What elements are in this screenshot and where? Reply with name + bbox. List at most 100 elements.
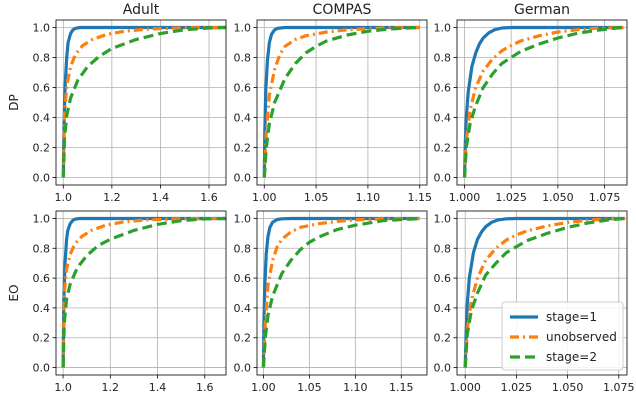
subplot-4: 1.0 1.2 1.4 1.6 0.0 0.2 0.4 0.6 0.8 1.0 EO: [7, 210, 227, 394]
y-tick-label: 0.8: [33, 242, 51, 255]
subplot-1: 1.0 1.2 1.4 1.6 0.0 0.2 0.4 0.6 0.8 1.0 Adult DP: [7, 2, 227, 204]
subplot-title: COMPAS: [313, 2, 372, 18]
series-line-unobs: [262, 25, 420, 178]
series-line-s2: [262, 25, 420, 178]
series-line-unobs: [462, 25, 624, 178]
x-tick-label: 1.050: [552, 381, 584, 394]
series-line-s1: [462, 25, 624, 178]
series-line-s2: [261, 216, 420, 368]
y-tick-label: 1.0: [434, 212, 452, 225]
y-tick-label: 0.0: [33, 362, 51, 375]
axes-frame: [55, 19, 227, 186]
series-line-s2: [463, 216, 626, 368]
subplot-2: 1.00 1.05 1.10 1.15 0.0 0.2 0.4 0.6 0.8 1.0 COMPAS: [234, 2, 432, 204]
y-tick-label: 0.8: [434, 242, 452, 255]
y-tick-label: 0.8: [33, 52, 51, 65]
x-tick-label: 1.00: [252, 191, 277, 204]
axes-frame: [256, 19, 428, 186]
y-tick-label: 0.4: [33, 112, 51, 125]
y-tick-label: 0.6: [234, 272, 252, 285]
y-tick-label: 0.6: [234, 82, 252, 95]
subplot-title: Adult: [123, 2, 160, 18]
series-line-s1: [262, 25, 420, 178]
series-line-unobs: [61, 25, 226, 178]
series-line-s2: [61, 216, 226, 368]
y-tick-label: 0.2: [434, 142, 452, 155]
x-tick-label: 1.000: [449, 381, 481, 394]
series-line-unobs: [261, 216, 420, 368]
x-tick-label: 1.4: [152, 191, 170, 204]
legend: stage=1 unobserved stage=2: [501, 301, 624, 371]
x-tick-label: 1.10: [356, 191, 381, 204]
y-tick-label: 0.0: [234, 172, 252, 185]
y-tick-label: 0.6: [33, 272, 51, 285]
subplot-6: 1.000 1.025 1.050 1.075 0.0 0.2 0.4 0.6 0.8 1.0 st…: [434, 210, 635, 394]
axes-frame: [456, 19, 628, 186]
y-tick-label: 0.8: [234, 52, 252, 65]
series-line-unobs: [463, 216, 626, 368]
series-line-unobs: [61, 216, 226, 368]
series-line-s1: [463, 216, 625, 368]
x-tick-label: 1.05: [297, 381, 322, 394]
y-tick-label: 0.4: [234, 302, 252, 315]
y-tick-label: 0.0: [33, 172, 51, 185]
x-tick-label: 1.025: [495, 191, 527, 204]
x-tick-label: 1.6: [196, 381, 214, 394]
y-tick-label: 0.2: [234, 332, 252, 345]
x-tick-label: 1.025: [501, 381, 533, 394]
x-tick-label: 1.05: [304, 191, 329, 204]
x-tick-label: 1.15: [407, 191, 432, 204]
x-tick-label: 1.0: [54, 381, 72, 394]
series-line-s1: [61, 25, 226, 178]
y-tick-label: 0.2: [33, 332, 51, 345]
y-tick-label: 0.2: [33, 142, 51, 155]
y-axis-label: DP: [7, 94, 21, 110]
x-tick-label: 1.0: [55, 191, 73, 204]
x-tick-label: 1.2: [103, 191, 121, 204]
subplot-3: 1.000 1.025 1.050 1.075 0.0 0.2 0.4 0.6 0.8 1.0 Ge…: [434, 2, 628, 204]
y-tick-label: 0.8: [234, 242, 252, 255]
y-tick-label: 0.0: [434, 172, 452, 185]
y-tick-label: 0.0: [434, 362, 452, 375]
y-tick-label: 1.0: [234, 22, 252, 35]
y-tick-label: 1.0: [434, 22, 452, 35]
y-axis-label: EO: [7, 284, 21, 301]
x-tick-label: 1.000: [449, 191, 481, 204]
y-tick-label: 0.0: [234, 362, 252, 375]
x-tick-label: 1.075: [603, 381, 635, 394]
legend-label: unobserved: [546, 330, 617, 344]
y-tick-label: 0.6: [33, 82, 51, 95]
series-line-s2: [462, 25, 624, 178]
y-tick-label: 1.0: [33, 212, 51, 225]
series-line-s1: [61, 216, 226, 368]
y-tick-label: 0.4: [33, 302, 51, 315]
axes-frame: [256, 210, 428, 376]
y-tick-label: 0.6: [434, 82, 452, 95]
legend-label: stage=2: [546, 350, 597, 364]
y-tick-label: 0.4: [434, 112, 452, 125]
x-tick-label: 1.075: [589, 191, 621, 204]
y-tick-label: 1.0: [33, 22, 51, 35]
x-tick-label: 1.4: [149, 381, 167, 394]
legend-label: stage=1: [546, 310, 597, 324]
legend-box: [501, 301, 624, 371]
x-tick-label: 1.15: [389, 381, 414, 394]
axes-frame: [456, 210, 628, 376]
y-tick-label: 1.0: [234, 212, 252, 225]
subplot-title: German: [514, 2, 570, 18]
y-tick-label: 0.2: [434, 332, 452, 345]
y-tick-label: 0.8: [434, 52, 452, 65]
y-tick-label: 0.4: [434, 302, 452, 315]
y-tick-label: 0.4: [234, 112, 252, 125]
series-line-s1: [261, 216, 420, 368]
y-tick-label: 0.6: [434, 272, 452, 285]
x-tick-label: 1.00: [251, 381, 276, 394]
subplot-5: 1.00 1.05 1.10 1.15 0.0 0.2 0.4 0.6 0.8 1.0: [234, 210, 428, 394]
y-tick-label: 0.2: [234, 142, 252, 155]
x-tick-label: 1.2: [102, 381, 120, 394]
x-tick-label: 1.10: [343, 381, 368, 394]
series-line-s2: [61, 25, 226, 178]
x-tick-label: 1.6: [200, 191, 218, 204]
axes-frame: [55, 210, 227, 376]
